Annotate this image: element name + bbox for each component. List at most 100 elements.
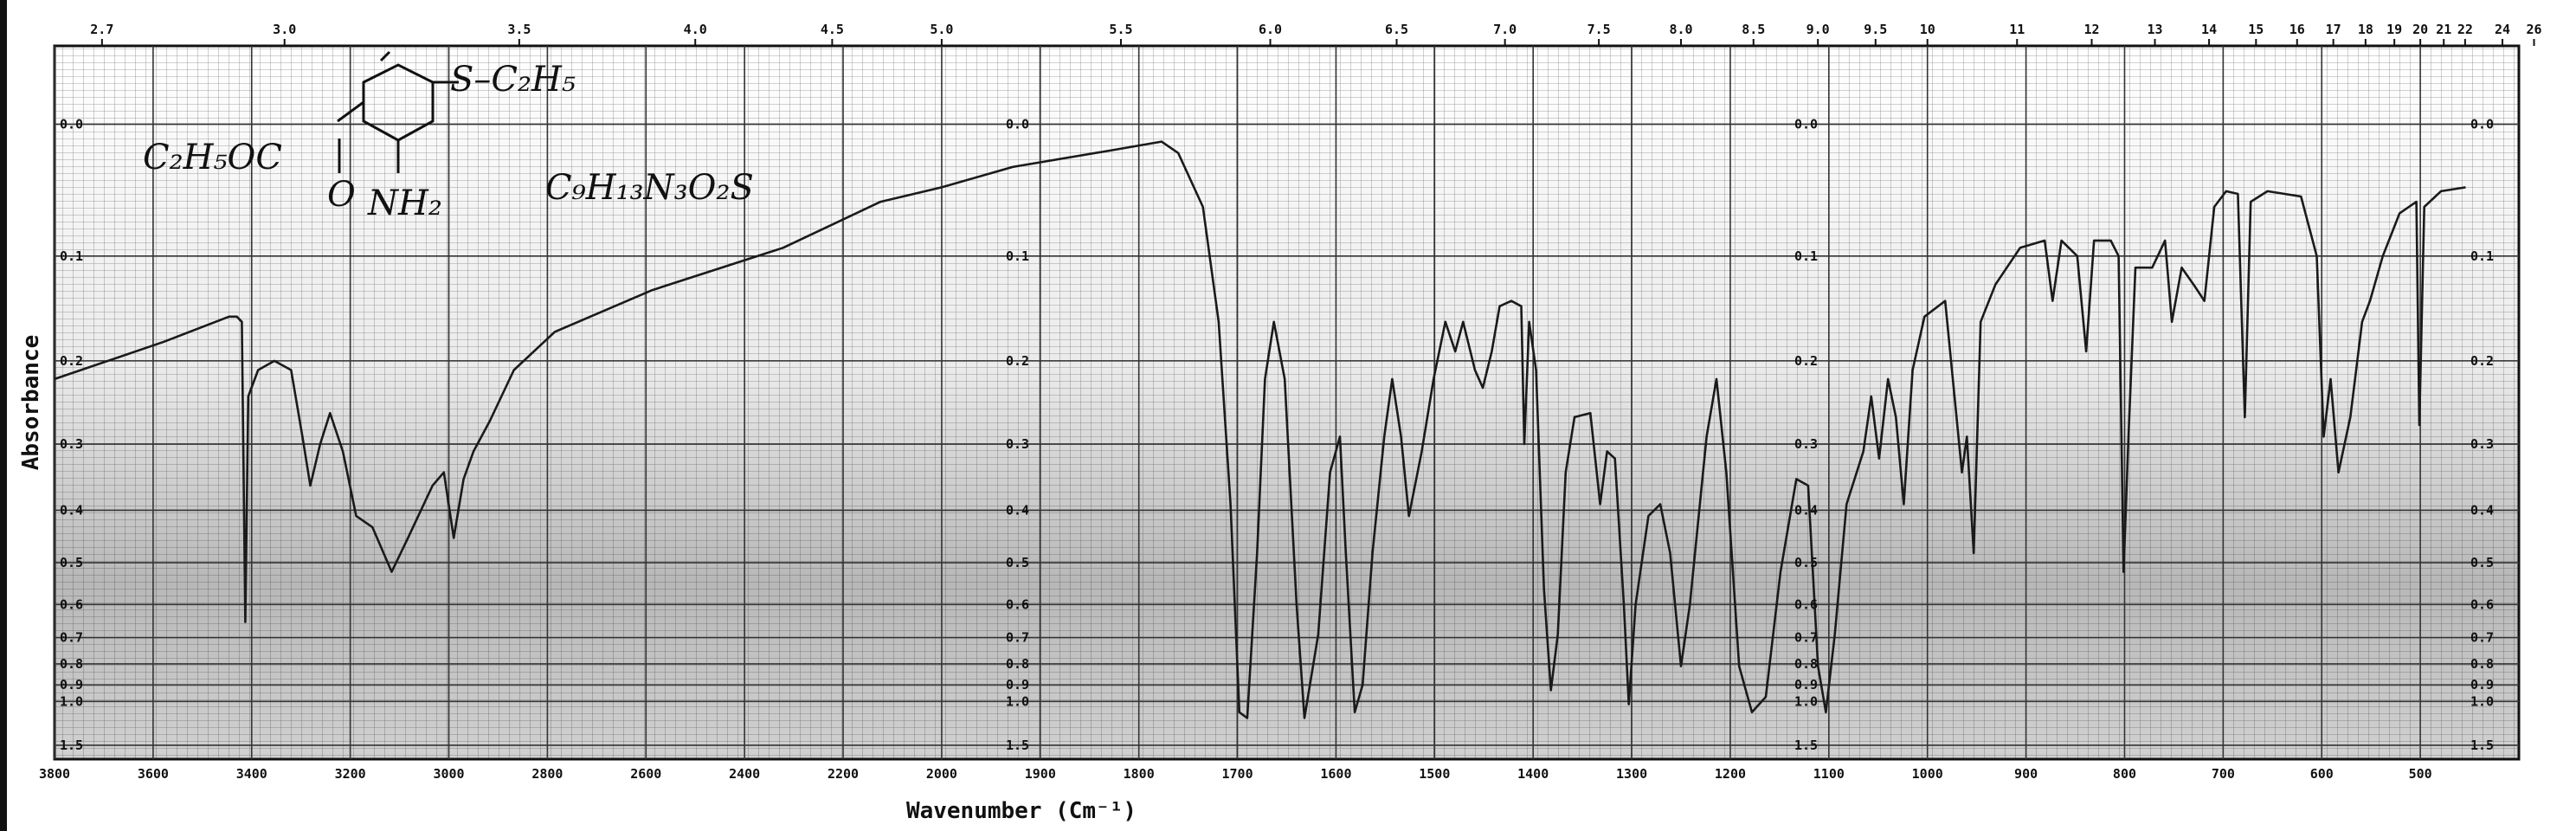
x2-tick-label: 14 xyxy=(2201,22,2217,37)
x-tick-label: 1400 xyxy=(1517,766,1549,782)
y-tick-label: 0.3 xyxy=(1006,436,1029,452)
y-tick-label: 0.0 xyxy=(1794,116,1818,132)
y-tick-label: 0.6 xyxy=(1006,596,1029,612)
y-tick-label: 1.0 xyxy=(2470,693,2494,709)
x2-tick-label: 15 xyxy=(2248,22,2264,37)
x-tick-label: 2400 xyxy=(729,766,760,782)
y-tick-label: 0.2 xyxy=(2470,353,2494,369)
annotation: C₉H₁₃N₃O₂S xyxy=(545,168,754,208)
grid xyxy=(54,39,2535,759)
y-tick-label: 0.9 xyxy=(1794,677,1818,692)
y-tick-label: 0.5 xyxy=(1794,555,1818,570)
annotation: C₂H₅OC xyxy=(143,138,282,177)
x-tick-label: 3600 xyxy=(138,766,169,782)
x2-tick-label: 12 xyxy=(2083,22,2099,37)
x2-tick-label: 26 xyxy=(2526,22,2541,37)
x2-tick-label: 6.5 xyxy=(1385,22,1408,37)
y-tick-label: 1.0 xyxy=(1794,693,1818,709)
y-tick-label: 0.0 xyxy=(60,116,83,132)
y-tick-label: 1.0 xyxy=(60,693,83,709)
y-tick-label: 0.9 xyxy=(1006,677,1029,692)
x-tick-label: 2000 xyxy=(926,766,957,782)
x2-tick-label: 21 xyxy=(2436,22,2451,37)
y-tick-label: 0.6 xyxy=(60,596,83,612)
x-tick-label: 1200 xyxy=(1715,766,1746,782)
x2-tick-label: 19 xyxy=(2386,22,2402,37)
spectrum-line xyxy=(54,140,2466,719)
y-tick-label: 0.8 xyxy=(1794,656,1818,672)
x2-tick-label: 2.7 xyxy=(90,22,113,37)
structure-sketch xyxy=(337,50,459,173)
y-tick-label: 1.0 xyxy=(1006,693,1029,709)
x-tick-label: 500 xyxy=(2409,766,2432,782)
y-tick-label: 0.8 xyxy=(2470,656,2494,672)
labels: 0.0 0.0 0.0 0.0 0.1 0.1 0.1 0.1 0.2 0.2 0.2 0.2 0.3 0… xyxy=(39,22,2542,782)
x2-tick-label: 7.5 xyxy=(1587,22,1611,37)
y-tick-label: 0.7 xyxy=(60,630,83,646)
y-tick-label: 0.7 xyxy=(1794,630,1818,646)
x2-tick-label: 20 xyxy=(2412,22,2428,37)
x-tick-label: 2600 xyxy=(630,766,661,782)
y-tick-label: 0.5 xyxy=(2470,555,2494,570)
x-tick-label: 700 xyxy=(2212,766,2235,782)
x2-tick-label: 8.5 xyxy=(1742,22,1765,37)
x-tick-label: 900 xyxy=(2014,766,2038,782)
y-tick-label: 0.1 xyxy=(1006,248,1029,264)
x2-tick-label: 4.0 xyxy=(684,22,707,37)
x2-tick-label: 5.5 xyxy=(1109,22,1132,37)
y-tick-label: 0.0 xyxy=(2470,116,2494,132)
x-tick-label: 3800 xyxy=(39,766,70,782)
y-tick-label: 0.0 xyxy=(1006,116,1029,132)
y-tick-label: 0.6 xyxy=(2470,596,2494,612)
x2-tick-label: 18 xyxy=(2358,22,2373,37)
x-tick-label: 3400 xyxy=(236,766,267,782)
y-tick-label: 0.9 xyxy=(60,677,83,692)
x2-tick-label: 4.5 xyxy=(821,22,844,37)
x-tick-label: 600 xyxy=(2310,766,2334,782)
x-tick-label: 800 xyxy=(2113,766,2136,782)
x-tick-label: 2200 xyxy=(828,766,859,782)
y-tick-label: 0.7 xyxy=(1006,630,1029,646)
x2-tick-label: 24 xyxy=(2495,22,2510,37)
x-tick-label: 1900 xyxy=(1025,766,1056,782)
x-tick-label: 3000 xyxy=(433,766,464,782)
x-tick-label: 1800 xyxy=(1124,766,1155,782)
y-tick-label: 1.5 xyxy=(2470,738,2494,753)
y-tick-label: 0.5 xyxy=(1006,555,1029,570)
y-axis-label: Absorbance xyxy=(18,335,44,471)
x-tick-label: 1300 xyxy=(1616,766,1647,782)
y-tick-label: 0.1 xyxy=(60,248,83,264)
y-tick-label: 0.5 xyxy=(60,555,83,570)
x2-tick-label: 10 xyxy=(1920,22,1935,37)
y-tick-label: 1.5 xyxy=(1794,738,1818,753)
scan-edge xyxy=(0,0,7,831)
annotation: S–C₂H₅ xyxy=(450,60,576,100)
y-tick-label: 0.2 xyxy=(1794,353,1818,369)
x-axis-label: Wavenumber (Cm⁻¹) xyxy=(906,798,1137,824)
x-tick-label: 1100 xyxy=(1813,766,1845,782)
x2-tick-label: 3.0 xyxy=(273,22,296,37)
y-tick-label: 0.1 xyxy=(1794,248,1818,264)
x2-tick-label: 8.0 xyxy=(1669,22,1692,37)
x2-tick-label: 16 xyxy=(2289,22,2305,37)
y-tick-label: 0.4 xyxy=(1006,502,1029,518)
y-tick-label: 0.4 xyxy=(1794,502,1818,518)
x2-tick-label: 17 xyxy=(2326,22,2341,37)
x2-tick-label: 11 xyxy=(2009,22,2025,37)
x-tick-label: 3200 xyxy=(335,766,366,782)
y-tick-label: 0.8 xyxy=(60,656,83,672)
y-tick-label: 0.4 xyxy=(2470,502,2494,518)
x-tick-label: 1700 xyxy=(1221,766,1253,782)
y-tick-label: 1.5 xyxy=(1006,738,1029,753)
y-tick-label: 0.8 xyxy=(1006,656,1029,672)
x-tick-label: 1500 xyxy=(1419,766,1450,782)
x2-tick-label: 9.5 xyxy=(1864,22,1887,37)
x2-tick-label: 6.0 xyxy=(1259,22,1282,37)
x-tick-label: 1000 xyxy=(1912,766,1943,782)
y-tick-label: 0.3 xyxy=(1794,436,1818,452)
x-tick-label: 2800 xyxy=(531,766,563,782)
x2-tick-label: 7.0 xyxy=(1493,22,1517,37)
y-tick-label: 0.4 xyxy=(60,502,83,518)
x2-tick-label: 5.0 xyxy=(930,22,953,37)
